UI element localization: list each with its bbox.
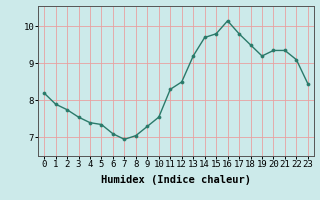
- X-axis label: Humidex (Indice chaleur): Humidex (Indice chaleur): [101, 175, 251, 185]
